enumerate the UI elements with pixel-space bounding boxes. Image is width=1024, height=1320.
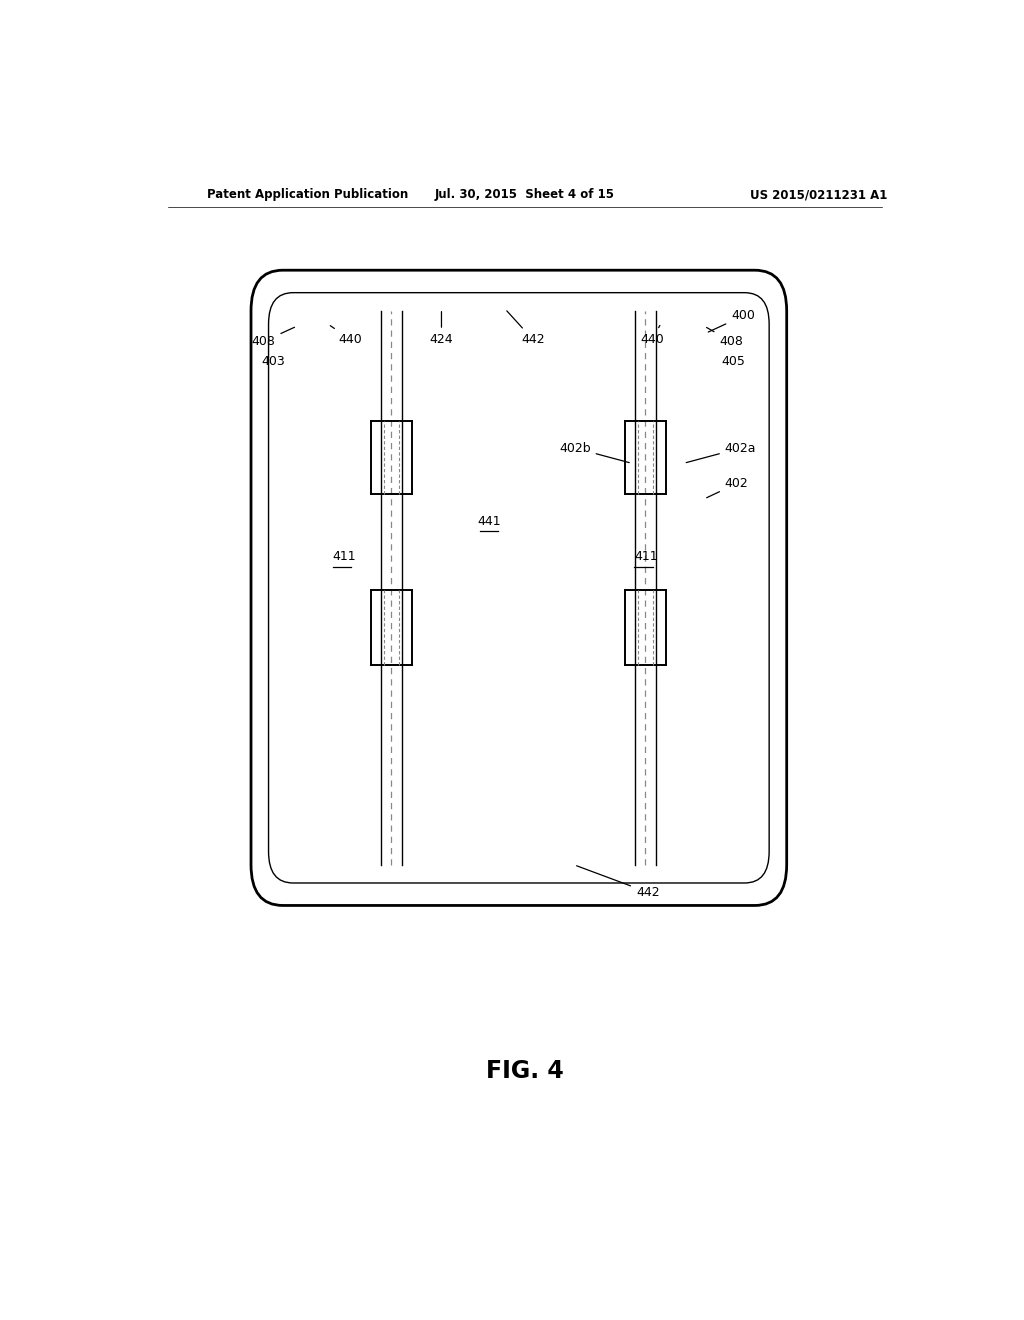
Text: Jul. 30, 2015  Sheet 4 of 15: Jul. 30, 2015 Sheet 4 of 15	[435, 189, 614, 202]
Text: 403: 403	[261, 355, 285, 368]
Text: 442: 442	[577, 866, 659, 899]
Text: 402a: 402a	[686, 442, 757, 462]
Text: 408: 408	[252, 327, 295, 348]
Text: 408: 408	[707, 327, 743, 348]
Text: US 2015/0211231 A1: US 2015/0211231 A1	[750, 189, 887, 202]
Text: 411: 411	[634, 550, 658, 564]
Text: Patent Application Publication: Patent Application Publication	[207, 189, 409, 202]
Text: 424: 424	[430, 312, 454, 346]
Text: 402: 402	[707, 477, 749, 498]
Text: FIG. 4: FIG. 4	[486, 1059, 563, 1084]
Text: 440: 440	[331, 326, 362, 346]
Text: 411: 411	[333, 550, 356, 564]
Text: 405: 405	[722, 355, 745, 368]
Text: 402b: 402b	[559, 442, 630, 462]
Text: 440: 440	[640, 326, 664, 346]
Text: 400: 400	[709, 309, 755, 333]
Text: 442: 442	[507, 312, 545, 346]
Text: 441: 441	[477, 515, 501, 528]
